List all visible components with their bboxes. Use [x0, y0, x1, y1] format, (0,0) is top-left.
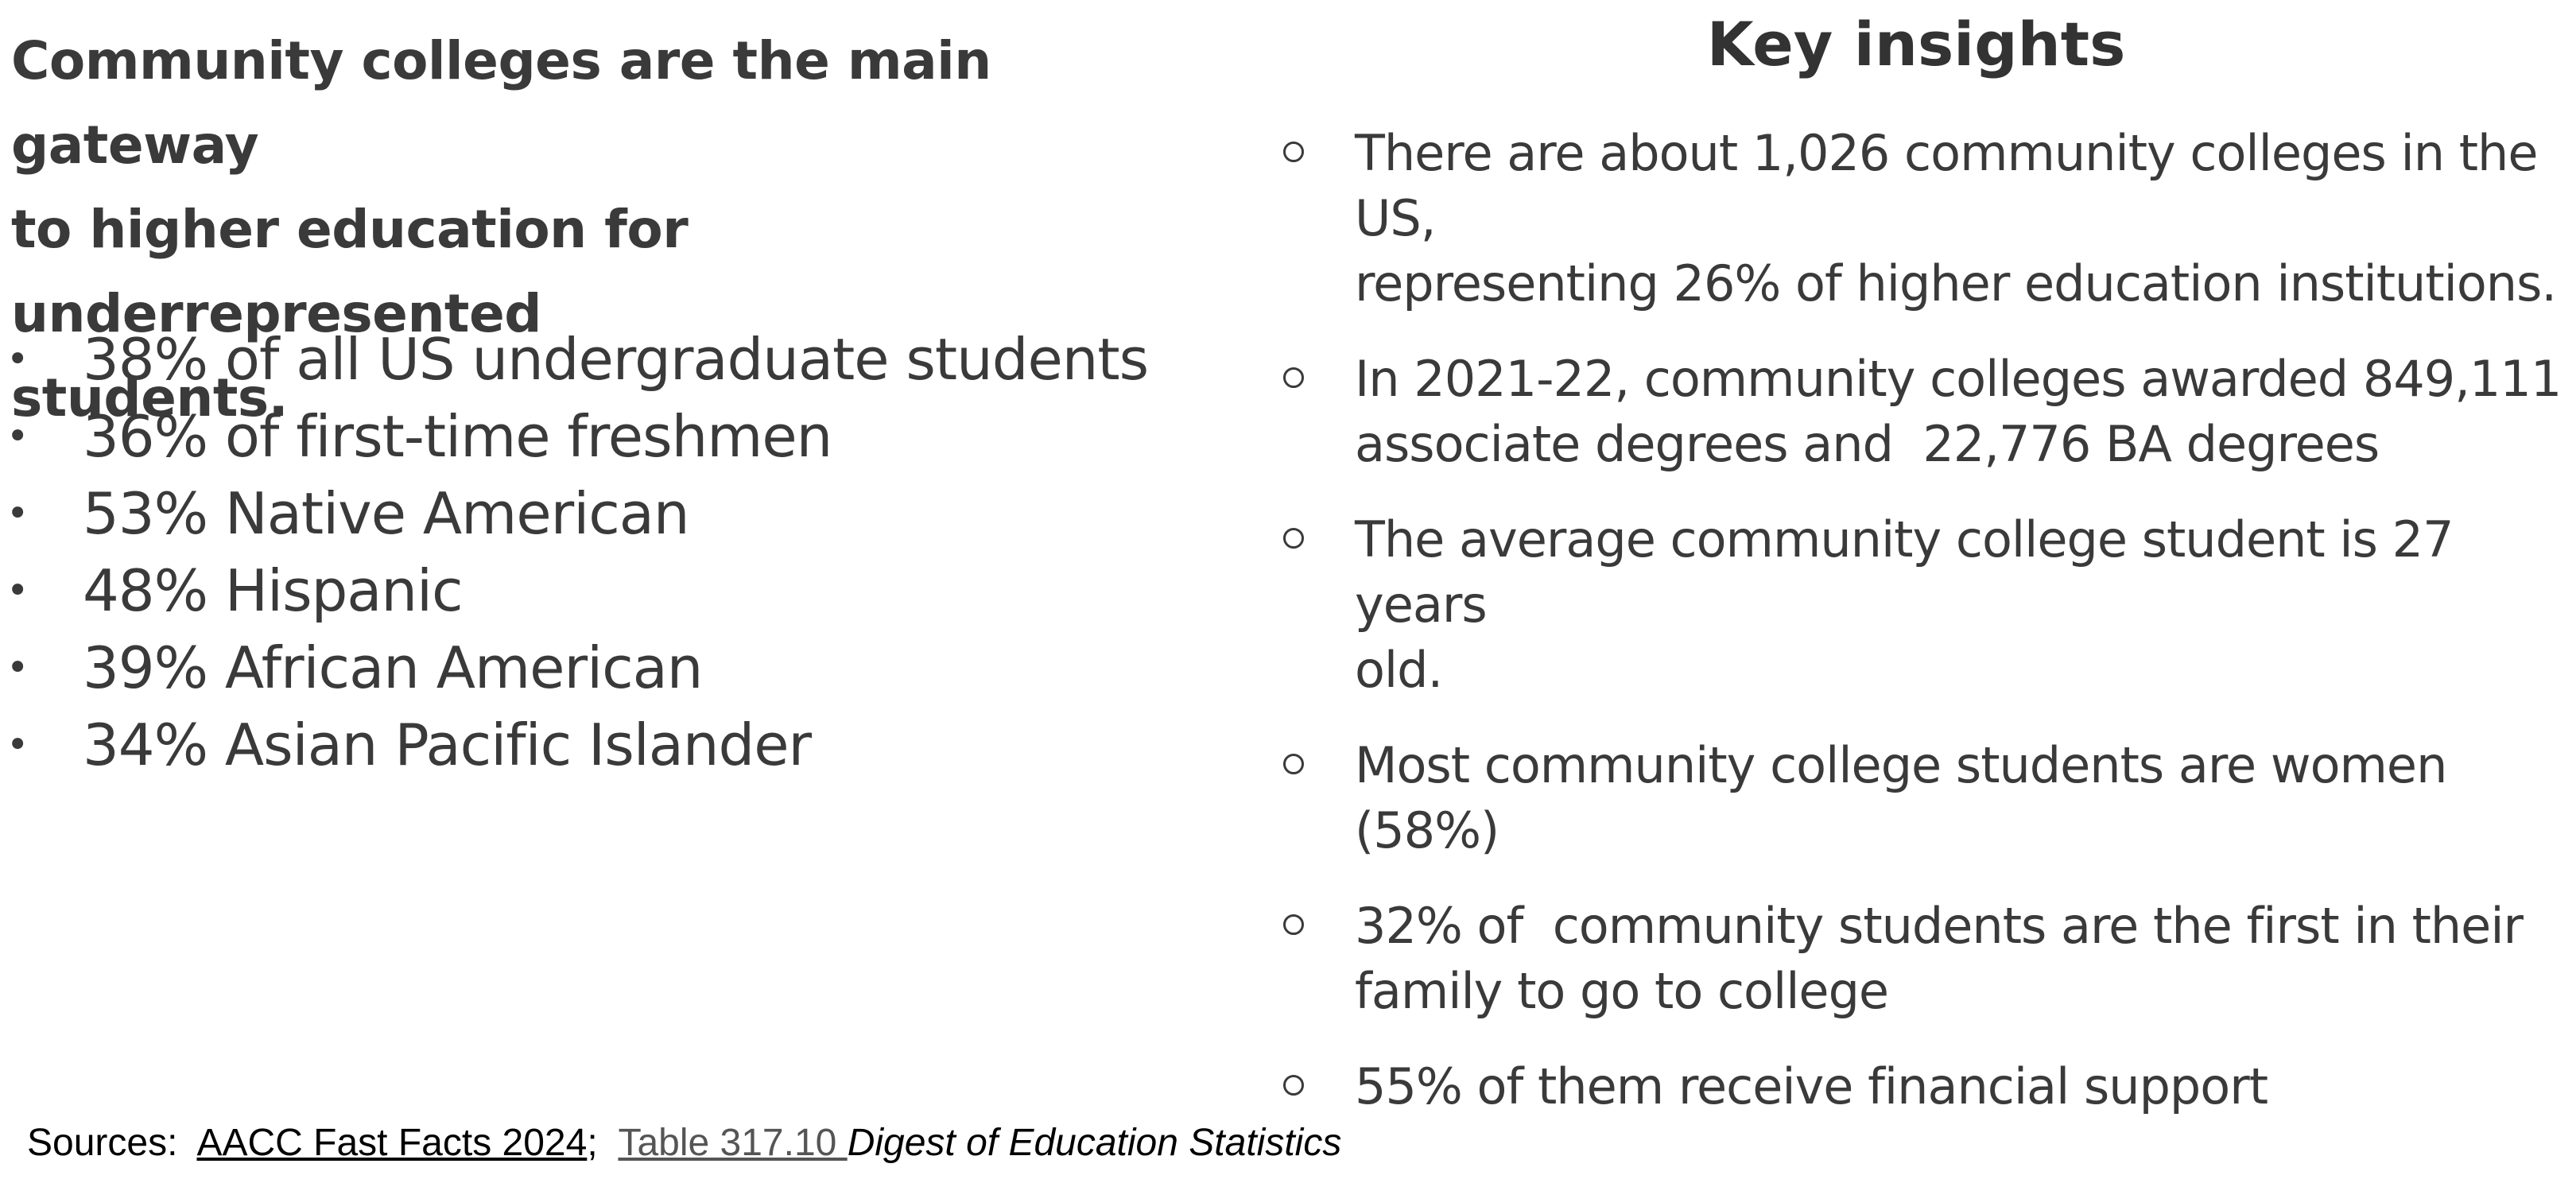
aacc-fast-facts-link[interactable]: AACC Fast Facts 2024 [196, 1122, 588, 1164]
insight-line: 55% of them receive financial support [1355, 1057, 2268, 1115]
bullet-icon: • [6, 723, 29, 767]
sources-separator: ; [587, 1122, 619, 1164]
sources-prefix: Sources: [27, 1122, 197, 1164]
sources-footer: Sources: AACC Fast Facts 2024; Table 317… [27, 1119, 1341, 1167]
insight-item: The average community college student is… [1272, 507, 2576, 703]
key-insights-title: Key insights [1706, 9, 2126, 80]
left-column: Community colleges are the main gateway … [6, 19, 1236, 778]
stat-text: 48% Hispanic [83, 557, 464, 624]
insight-line: In 2021-22, community colleges awarded 8… [1355, 350, 2562, 408]
stat-item: • 36% of first-time freshmen [6, 398, 1148, 475]
insight-item: Most community college students are wome… [1272, 733, 2576, 863]
stat-text: 34% Asian Pacific Islander [83, 712, 812, 778]
stat-item: • 53% Native American [6, 475, 1148, 553]
insight-item: In 2021-22, community colleges awarded 8… [1272, 347, 2576, 477]
hollow-circle-bullet-icon [1283, 1075, 1304, 1096]
digest-title: Digest of Education Statistics [847, 1122, 1342, 1164]
insight-line: The average community college student is… [1355, 510, 2454, 634]
insight-item: There are about 1,026 community colleges… [1272, 121, 2576, 316]
insight-item: 32% of community students are the first … [1272, 894, 2576, 1024]
hollow-circle-bullet-icon [1283, 914, 1304, 935]
insight-line: old. [1355, 641, 1443, 699]
headline-line-3: students. [11, 367, 289, 429]
insight-line: 32% of community students are the first … [1355, 897, 2524, 955]
hollow-circle-bullet-icon [1283, 528, 1304, 549]
hollow-circle-bullet-icon [1283, 142, 1304, 162]
headline: Community colleges are the main gateway … [11, 19, 1236, 440]
stat-text: 53% Native American [83, 480, 690, 547]
stat-item: • 38% of all US undergraduate students [6, 321, 1149, 398]
insight-line: Most community college students are wome… [1355, 736, 2447, 859]
insight-line: There are about 1,026 community colleges… [1355, 124, 2538, 247]
headline-line-2: to higher education for underrepresented [11, 199, 689, 344]
bullet-icon: • [6, 491, 29, 536]
bullet-icon: • [6, 414, 29, 459]
hollow-circle-bullet-icon [1283, 367, 1304, 388]
headline-line-1: Community colleges are the main gateway [11, 30, 991, 176]
stat-text: 39% African American [83, 634, 703, 701]
bullet-icon: • [6, 337, 29, 382]
stat-item: • 39% African American [6, 630, 1148, 707]
stats-list: • 38% of all US undergraduate students • 3… [6, 321, 1149, 784]
bullet-icon: • [6, 646, 29, 690]
insight-item: 55% of them receive financial support [1272, 1054, 2576, 1119]
stat-text: 38% of all US undergraduate students [83, 326, 1149, 393]
bullet-icon: • [6, 568, 29, 613]
hollow-circle-bullet-icon [1283, 754, 1304, 774]
insight-line: representing 26% of higher education ins… [1355, 254, 2557, 312]
insight-line: associate degrees and 22,776 BA degrees [1355, 415, 2380, 473]
stat-item: • 34% Asian Pacific Islander [6, 707, 1148, 784]
insights-list: There are about 1,026 community colleges… [1272, 121, 2576, 1150]
stat-text: 36% of first-time freshmen [83, 403, 832, 470]
insight-line: family to go to college [1355, 962, 1889, 1020]
stat-item: • 48% Hispanic [6, 553, 1148, 630]
table-317-10-link[interactable]: Table 317.10 [618, 1122, 848, 1164]
